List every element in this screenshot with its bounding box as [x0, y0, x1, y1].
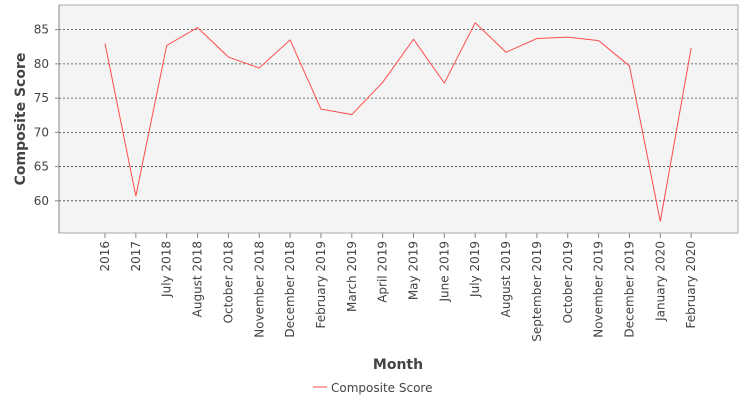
- data-point: [690, 47, 692, 49]
- data-point: [227, 56, 229, 58]
- y-axis-title: Composite Score: [13, 53, 29, 186]
- x-tick-label: March 2019: [345, 241, 359, 312]
- legend-label: Composite Score: [331, 381, 432, 395]
- data-point: [258, 67, 260, 69]
- x-tick-label: September 2019: [530, 241, 544, 342]
- y-tick-label: 85: [34, 23, 49, 37]
- x-tick-label: December 2019: [622, 241, 636, 338]
- data-point: [597, 39, 599, 41]
- x-tick-label: July 2019: [468, 241, 482, 298]
- series-layer: [104, 21, 692, 222]
- x-tick-label: October 2019: [561, 241, 575, 323]
- data-point: [196, 26, 198, 28]
- y-tick-label: 80: [34, 57, 49, 71]
- data-point: [567, 36, 569, 38]
- data-point: [166, 44, 168, 46]
- x-tick-label: December 2018: [283, 241, 297, 338]
- x-axis-title: Month: [373, 357, 423, 373]
- x-tick-label: 2016: [98, 241, 112, 272]
- x-tick-label: August 2018: [191, 241, 205, 317]
- data-point: [659, 220, 661, 222]
- data-point: [135, 195, 137, 197]
- gridlines: [59, 29, 738, 202]
- data-point: [381, 81, 383, 83]
- x-tick-label: May 2019: [407, 241, 421, 300]
- x-axis-ticks: 2016 2017 July 2018 August 2018 October 2018…: [98, 233, 698, 342]
- data-point: [443, 82, 445, 84]
- data-point: [104, 42, 106, 44]
- x-tick-label: February 2019: [314, 241, 328, 329]
- data-point: [412, 38, 414, 40]
- x-tick-label: January 2020: [653, 241, 667, 322]
- y-tick-label: 60: [34, 194, 49, 208]
- legend: Composite Score: [313, 381, 432, 395]
- y-tick-label: 70: [34, 125, 49, 139]
- x-tick-label: 2017: [129, 241, 143, 272]
- x-tick-label: April 2019: [376, 241, 390, 303]
- x-tick-label: October 2018: [221, 241, 235, 323]
- y-axis-ticks: 60 65 70 75 80 85: [34, 23, 59, 208]
- y-tick-label: 65: [34, 160, 49, 174]
- x-tick-label: November 2018: [252, 241, 266, 338]
- x-tick-label: November 2019: [592, 241, 606, 338]
- series-line: [104, 21, 692, 222]
- data-point: [320, 108, 322, 110]
- x-tick-label: July 2018: [160, 241, 174, 298]
- data-point: [628, 65, 630, 67]
- data-point: [351, 113, 353, 115]
- data-point: [289, 39, 291, 41]
- x-tick-label: February 2020: [684, 241, 698, 329]
- plot-area: [58, 4, 739, 234]
- data-point: [536, 37, 538, 39]
- data-point: [505, 51, 507, 53]
- y-tick-label: 75: [34, 91, 49, 105]
- data-point: [474, 22, 476, 24]
- x-tick-label: June 2019: [437, 241, 451, 303]
- x-tick-label: August 2019: [499, 241, 513, 317]
